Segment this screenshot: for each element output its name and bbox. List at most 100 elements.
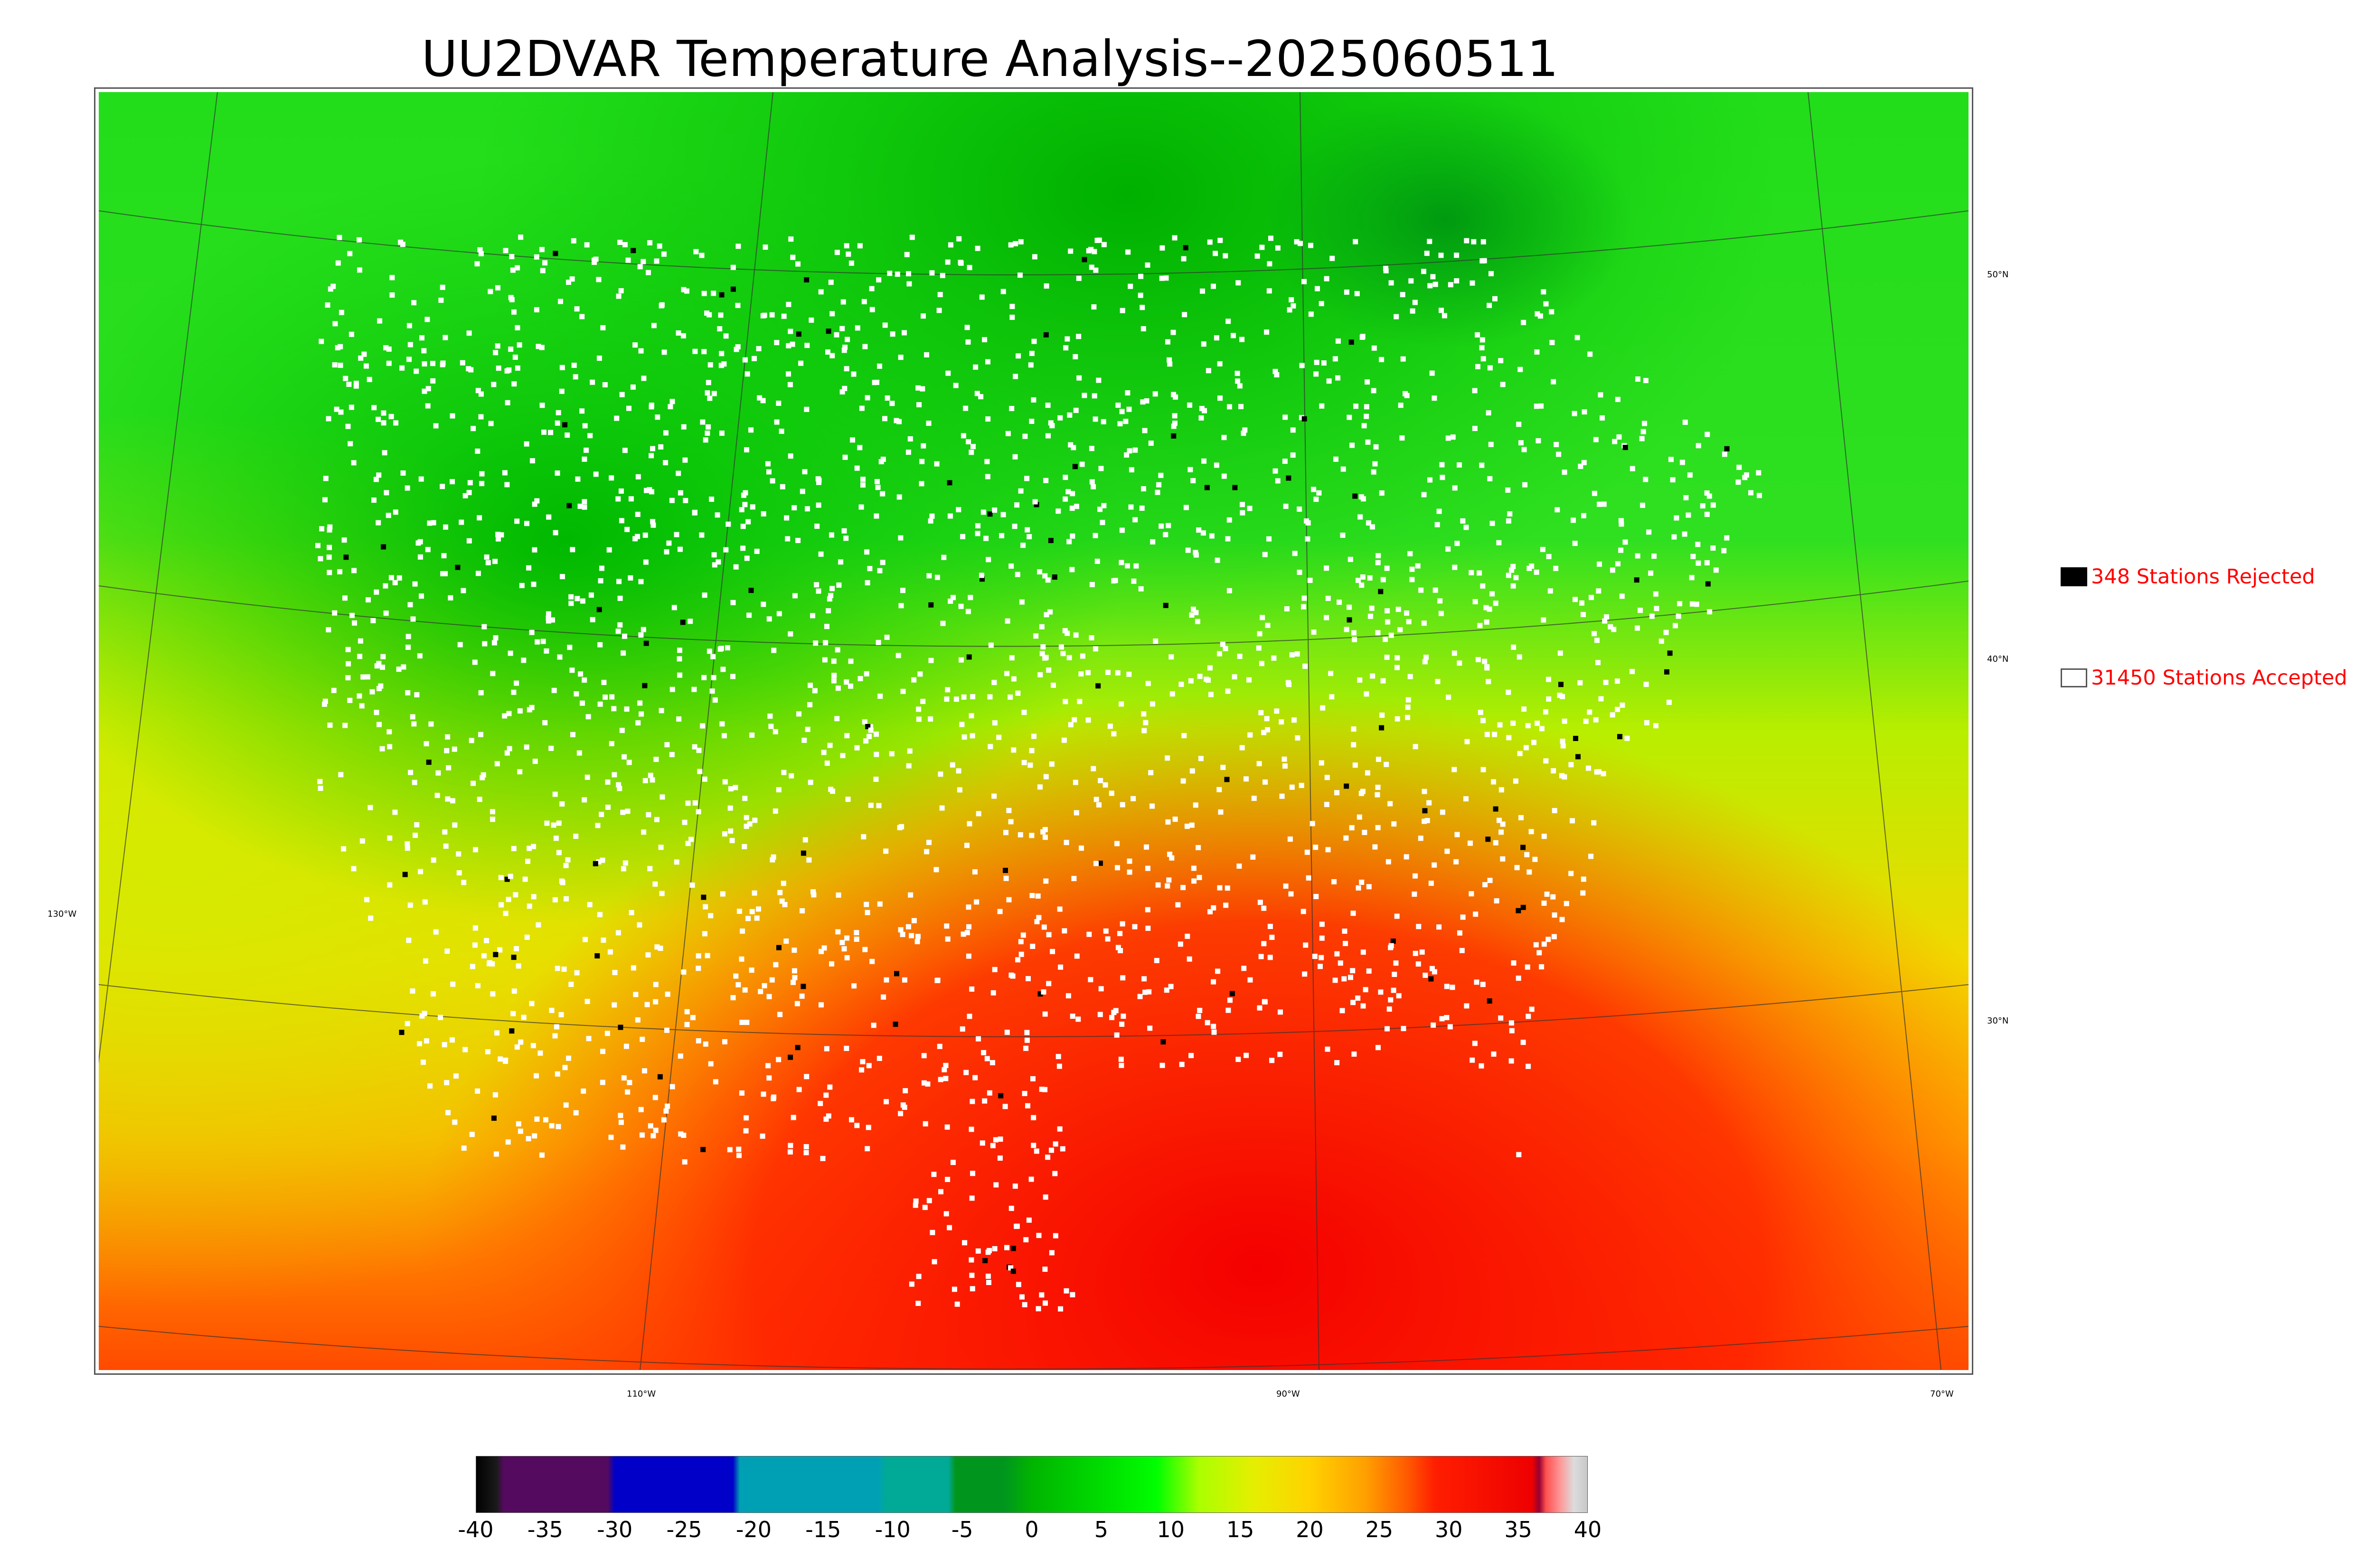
- accepted-station-marker: [1705, 432, 1710, 437]
- accepted-station-marker: [357, 237, 362, 243]
- accepted-station-marker: [635, 720, 641, 726]
- accepted-station-marker: [406, 357, 412, 362]
- accepted-station-marker: [411, 300, 417, 306]
- accepted-station-marker: [1394, 665, 1400, 670]
- accepted-station-marker: [1043, 878, 1049, 884]
- accepted-station-marker: [368, 915, 374, 921]
- accepted-station-marker: [1123, 419, 1129, 424]
- accepted-station-marker: [592, 260, 597, 265]
- accepted-station-marker: [597, 642, 603, 648]
- accepted-station-marker: [1695, 542, 1701, 547]
- accepted-station-marker: [424, 1038, 429, 1044]
- accepted-station-marker: [481, 624, 487, 629]
- accepted-station-marker: [405, 845, 410, 851]
- accepted-station-marker: [1388, 280, 1394, 286]
- accepted-station-marker: [506, 897, 511, 902]
- accepted-station-marker: [374, 710, 379, 715]
- accepted-station-marker: [1610, 567, 1615, 573]
- accepted-station-marker: [539, 1152, 545, 1158]
- accepted-station-marker: [810, 613, 815, 619]
- accepted-station-marker: [1211, 979, 1216, 985]
- accepted-station-marker: [846, 251, 851, 257]
- accepted-station-marker: [945, 687, 951, 693]
- accepted-station-marker: [784, 515, 790, 521]
- accepted-station-marker: [327, 545, 332, 550]
- accepted-station-marker: [518, 235, 524, 240]
- accepted-station-marker: [566, 280, 571, 285]
- accepted-station-marker: [845, 797, 851, 802]
- accepted-station-marker: [959, 722, 965, 727]
- accepted-station-marker: [1579, 600, 1584, 606]
- accepted-station-marker: [560, 574, 565, 580]
- accepted-station-marker: [452, 1119, 458, 1125]
- colorbar-tick: -10: [875, 1517, 911, 1542]
- accepted-station-marker: [1281, 756, 1287, 762]
- accepted-station-marker: [844, 955, 850, 960]
- accepted-station-marker: [345, 423, 351, 429]
- accepted-station-marker: [341, 537, 347, 543]
- accepted-station-marker: [720, 891, 725, 897]
- accepted-station-marker: [1463, 525, 1469, 530]
- accepted-station-marker: [541, 429, 546, 435]
- accepted-station-marker: [664, 549, 669, 554]
- accepted-station-marker: [1290, 452, 1296, 458]
- accepted-station-marker: [1225, 319, 1231, 324]
- accepted-station-marker: [1032, 254, 1037, 260]
- accepted-station-marker: [631, 965, 636, 971]
- rejected-station-marker: [1493, 806, 1498, 812]
- accepted-station-marker: [551, 822, 556, 828]
- accepted-station-marker: [1343, 941, 1348, 946]
- accepted-station-marker: [637, 264, 643, 270]
- rejected-station-marker: [894, 971, 899, 976]
- accepted-station-marker: [1022, 1302, 1027, 1307]
- accepted-station-marker: [1179, 1061, 1185, 1067]
- accepted-station-marker: [1175, 902, 1181, 908]
- accepted-station-marker: [727, 1147, 733, 1153]
- accepted-station-marker: [357, 693, 362, 699]
- rejected-station-marker: [1183, 245, 1188, 251]
- rejected-station-marker: [593, 861, 598, 866]
- accepted-station-marker: [1188, 1053, 1194, 1058]
- accepted-station-marker: [1350, 911, 1356, 916]
- accepted-station-marker: [515, 265, 520, 271]
- accepted-station-marker: [992, 967, 998, 972]
- accepted-station-marker: [843, 535, 849, 541]
- accepted-station-marker: [1434, 522, 1440, 527]
- accepted-station-marker: [1261, 730, 1267, 735]
- accepted-station-marker: [824, 1046, 829, 1052]
- accepted-station-marker: [741, 492, 746, 498]
- accepted-station-marker: [1444, 984, 1450, 989]
- accepted-station-marker: [906, 271, 911, 277]
- accepted-station-marker: [1173, 394, 1178, 400]
- accepted-station-marker: [630, 384, 636, 390]
- accepted-station-marker: [433, 929, 439, 935]
- accepted-station-marker: [626, 405, 631, 411]
- accepted-station-marker: [332, 362, 338, 368]
- accepted-station-marker: [669, 752, 675, 757]
- accepted-station-marker: [696, 953, 701, 959]
- accepted-station-marker: [405, 841, 410, 847]
- accepted-station-marker: [367, 805, 373, 810]
- accepted-station-marker: [1132, 924, 1138, 930]
- accepted-station-marker: [565, 857, 571, 863]
- accepted-station-marker: [1092, 393, 1097, 399]
- accepted-station-marker: [1172, 817, 1178, 822]
- accepted-station-marker: [1366, 968, 1372, 974]
- accepted-station-marker: [1430, 274, 1436, 280]
- accepted-station-marker: [835, 647, 840, 653]
- accepted-station-marker: [1533, 942, 1539, 948]
- accepted-station-marker: [517, 708, 523, 714]
- accepted-station-marker: [1615, 396, 1620, 402]
- accepted-station-marker: [682, 819, 688, 825]
- accepted-station-marker: [725, 645, 730, 651]
- accepted-station-marker: [450, 479, 455, 485]
- accepted-station-marker: [1313, 371, 1319, 377]
- accepted-station-marker: [384, 490, 389, 496]
- accepted-station-marker: [752, 890, 757, 896]
- accepted-station-marker: [1635, 625, 1640, 631]
- accepted-station-marker: [709, 497, 715, 502]
- legend-rejected: 348 Stations Rejected: [2061, 563, 2315, 591]
- accepted-station-marker: [1587, 351, 1593, 357]
- accepted-station-marker: [496, 366, 501, 371]
- accepted-station-marker: [1152, 391, 1158, 397]
